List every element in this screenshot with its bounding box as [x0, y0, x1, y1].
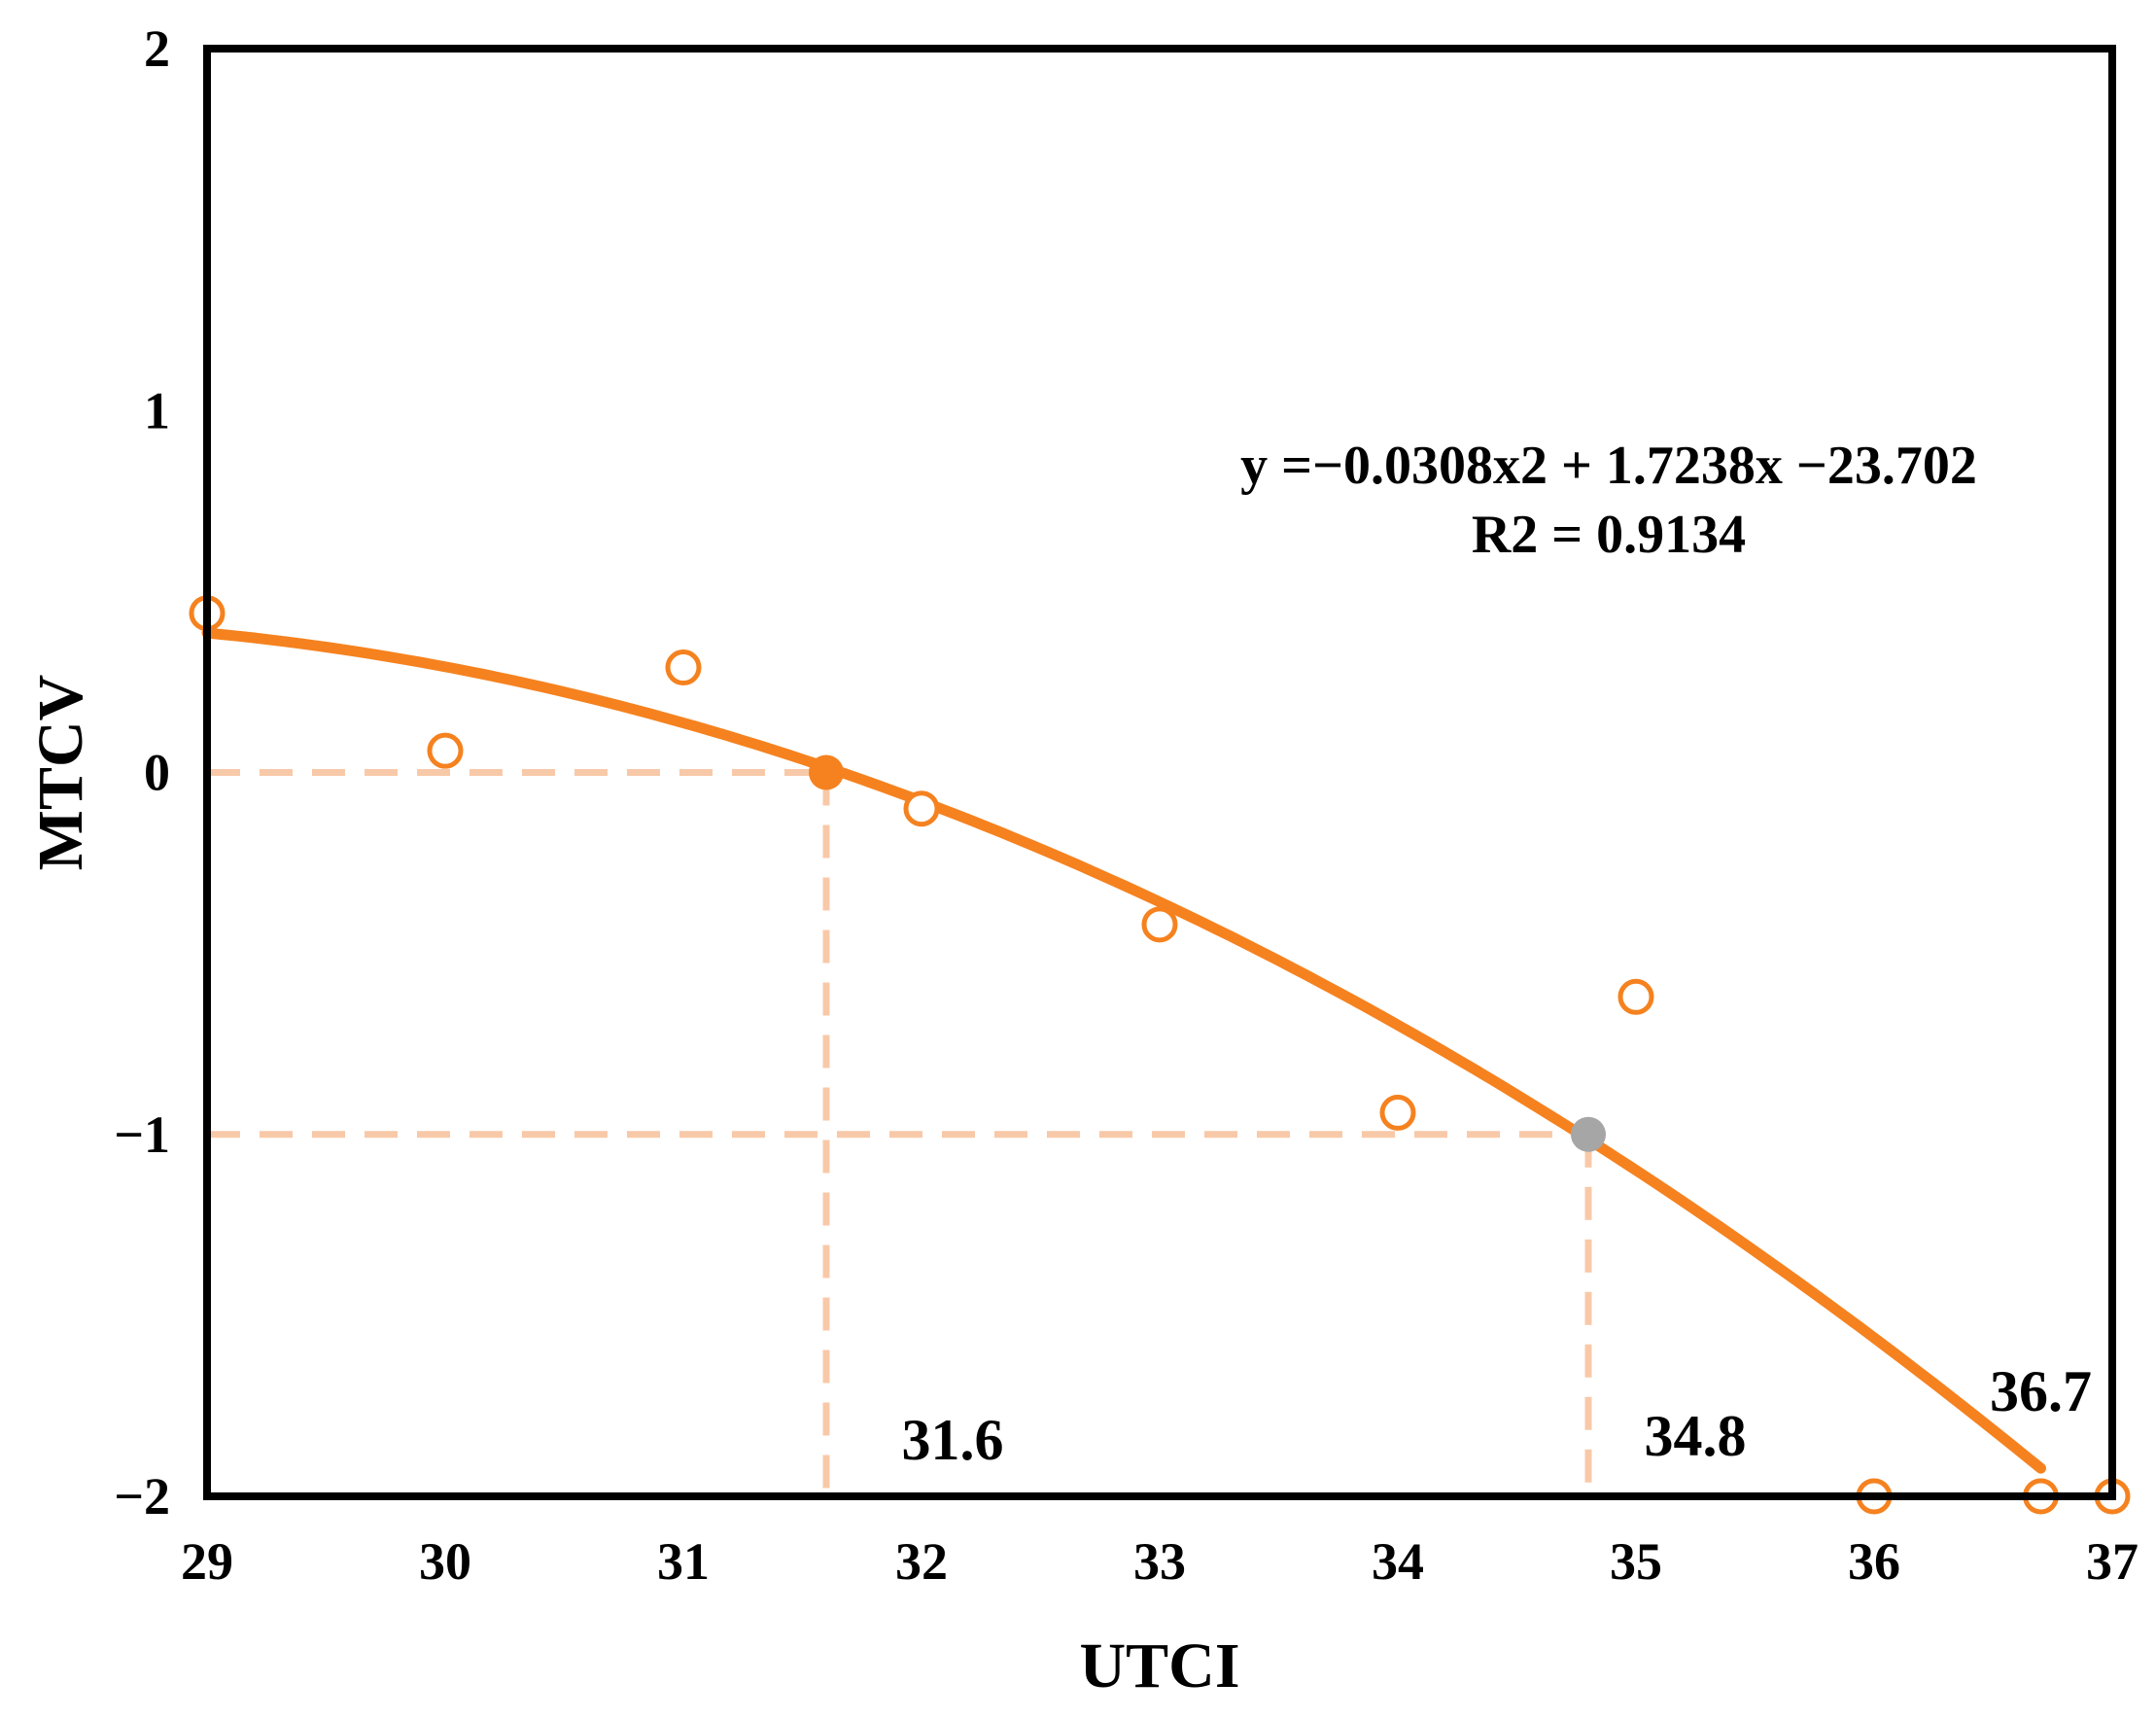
x-tick-label: 31	[657, 1532, 710, 1591]
fit-equation: y =−0.0308x2 + 1.7238x −23.702	[1240, 436, 1977, 496]
data-point	[427, 732, 464, 769]
x-tick-label: 32	[895, 1532, 948, 1591]
highlight-points	[809, 754, 1606, 1152]
x-tick-label: 35	[1610, 1532, 1662, 1591]
y-axis-ticks: 2 1 0 −1 −2	[114, 19, 170, 1525]
x-axis-ticks: 29 30 31 32 33 34 35 36 37	[181, 1532, 2139, 1591]
y-tick-label: 0	[144, 744, 170, 802]
data-points	[189, 595, 2131, 1515]
x-tick-label: 34	[1372, 1532, 1424, 1591]
x-tick-label: 29	[181, 1532, 233, 1591]
data-point	[665, 649, 702, 686]
fit-r-squared: R2 = 0.9134	[1472, 505, 1746, 565]
x-tick-label: 33	[1133, 1532, 1186, 1591]
x-tick-label: 37	[2086, 1532, 2139, 1591]
fit-curve	[201, 627, 2046, 1474]
y-tick-label: 1	[144, 381, 170, 439]
x-tick-label: 36	[1848, 1532, 1900, 1591]
annotations: 31.6 34.8 36.7	[902, 1359, 2093, 1472]
annotation-label: 31.6	[902, 1408, 1004, 1472]
y-tick-label: 2	[144, 19, 170, 78]
data-point	[1141, 906, 1178, 943]
x-axis-title: UTCI	[1079, 1630, 1239, 1701]
data-point	[1379, 1094, 1416, 1131]
highlight-point	[1571, 1116, 1606, 1152]
x-tick-label: 30	[419, 1532, 471, 1591]
data-point	[1617, 978, 1654, 1015]
data-point	[903, 790, 940, 827]
y-tick-label: −2	[114, 1467, 170, 1525]
fit-curve-layer	[201, 627, 2046, 1474]
y-axis-title: MTCV	[25, 675, 96, 871]
y-tick-label: −1	[114, 1105, 170, 1164]
highlight-point	[809, 754, 844, 790]
plot-frame	[203, 45, 2116, 1500]
reference-lines	[207, 769, 1592, 1496]
annotation-label: 34.8	[1645, 1404, 1747, 1468]
annotation-label: 36.7	[1990, 1359, 2092, 1423]
